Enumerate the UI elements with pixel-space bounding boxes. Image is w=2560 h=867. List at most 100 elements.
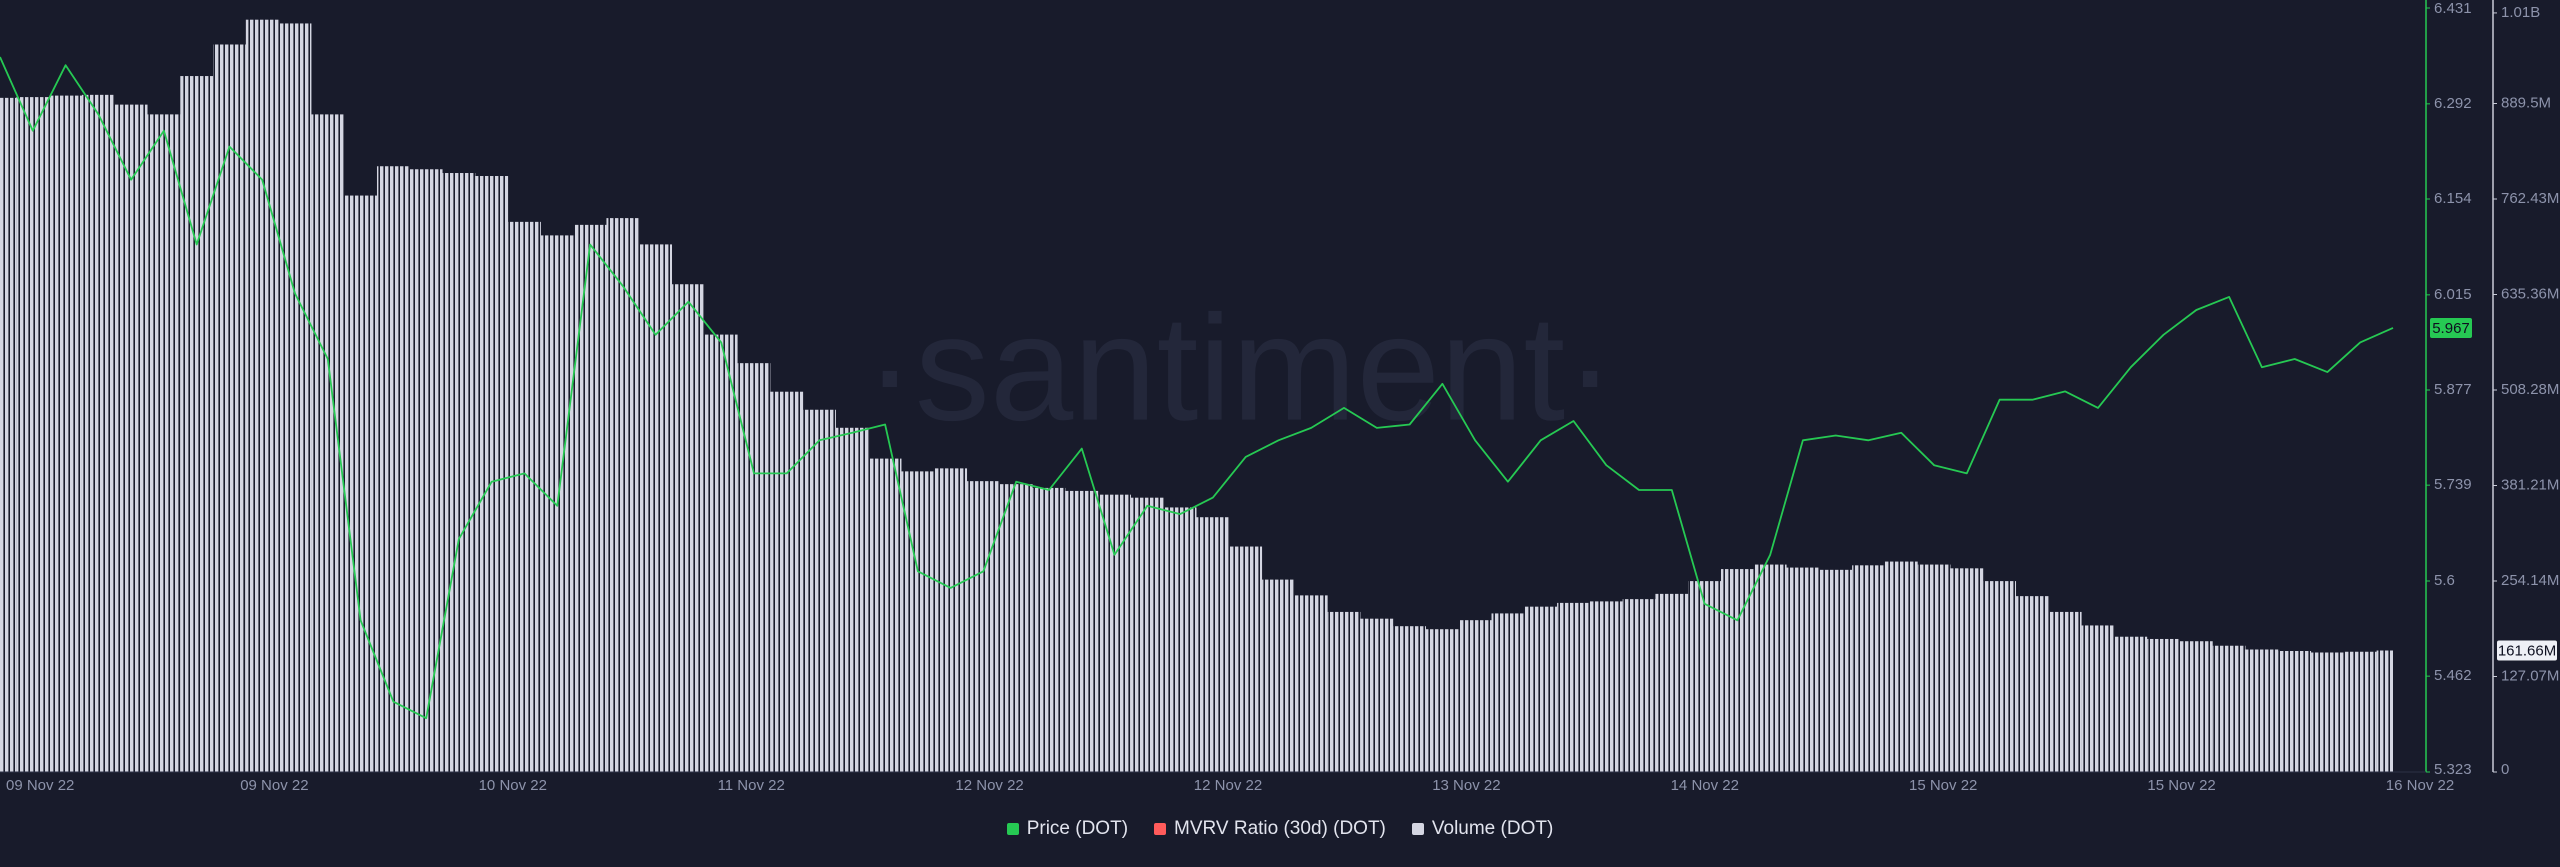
volume-bar — [803, 409, 836, 772]
volume-badge — [2497, 640, 2557, 661]
volume-bar — [2311, 652, 2344, 772]
x-tick-label: 10 Nov 22 — [479, 777, 547, 794]
volume-bar — [1163, 507, 1197, 772]
y2-tick-label: 1.01B — [2501, 4, 2540, 21]
x-tick-label: 16 Nov 22 — [2386, 777, 2454, 794]
y2-tick-label: 635.36M — [2501, 285, 2559, 302]
volume-bar — [934, 468, 968, 772]
y-tick-label: 5.462 — [2434, 667, 2472, 684]
volume-bar — [442, 173, 476, 773]
legend-label: Volume (DOT) — [1431, 818, 1554, 839]
volume-bar — [1753, 564, 1787, 772]
volume-bar — [1884, 561, 1918, 772]
volume-bar — [1622, 599, 1656, 772]
volume-bar — [1229, 546, 1263, 772]
volume-bar — [114, 104, 148, 772]
volume-bar — [1032, 487, 1066, 772]
x-tick-label: 13 Nov 22 — [1432, 777, 1500, 794]
volume-bar — [2278, 650, 2312, 772]
x-tick-label: 15 Nov 22 — [2147, 777, 2215, 794]
volume-bar — [999, 484, 1033, 772]
volume-bar — [2114, 636, 2148, 772]
y-tick-label: 5.877 — [2434, 381, 2472, 398]
legend: Price (DOT) MVRV Ratio (30d) (DOT) Volume … — [0, 818, 2560, 840]
legend-item[interactable]: MVRV Ratio (30d) (DOT) — [1154, 818, 1386, 840]
x-tick-label: 12 Nov 22 — [955, 777, 1023, 794]
volume-bar — [1327, 611, 1361, 772]
y2-tick-label: 127.07M — [2501, 667, 2559, 684]
volume-bar — [1557, 602, 1590, 772]
volume-bar — [508, 221, 541, 772]
volume-bar — [704, 334, 738, 772]
volume-bar — [1393, 626, 1426, 772]
volume-bar — [1950, 568, 1984, 772]
x-tick-label: 12 Nov 22 — [1194, 777, 1262, 794]
volume-bar — [967, 481, 1000, 772]
y2-tick-label: 381.21M — [2501, 476, 2559, 493]
volume-bar — [2376, 650, 2393, 772]
volume-bar — [2245, 649, 2279, 772]
volume-bar — [1098, 494, 1131, 772]
volume-bar — [475, 176, 509, 773]
volume-bar — [2147, 638, 2180, 772]
volume-bar — [1294, 595, 1328, 772]
volume-bar — [147, 114, 181, 773]
y-tick-label: 6.292 — [2434, 95, 2472, 112]
volume-bar — [1065, 490, 1099, 772]
legend-swatch — [1154, 823, 1167, 835]
volume-bar — [770, 391, 804, 772]
x-tick-label: 15 Nov 22 — [1909, 777, 1977, 794]
volume-bar — [0, 97, 17, 772]
y2-tick-label: 889.5M — [2501, 94, 2551, 111]
y2-tick-label: 762.43M — [2501, 190, 2559, 207]
legend-item[interactable]: Volume (DOT) — [1411, 818, 1554, 840]
volume-bar — [2179, 641, 2213, 772]
volume-bar — [1917, 564, 1951, 772]
volume-bar — [2212, 645, 2246, 772]
volume-bar — [1130, 497, 1164, 772]
volume-bar — [1360, 618, 1394, 772]
legend-item[interactable]: Price (DOT) — [1006, 818, 1128, 840]
volume-bar — [81, 94, 115, 772]
volume-bar — [573, 224, 607, 772]
volume-badge-label: 161.66M — [2498, 642, 2556, 659]
volume-bar — [376, 166, 410, 773]
volume-bar — [2016, 596, 2049, 772]
volume-bar — [1524, 606, 1558, 772]
volume-bar — [2048, 611, 2082, 772]
volume-bar — [1655, 593, 1689, 772]
y-tick-label: 6.015 — [2434, 286, 2472, 303]
volume-bar — [1852, 565, 1885, 772]
volume-bar — [49, 95, 82, 772]
y-tick-label: 5.739 — [2434, 476, 2472, 493]
volume-bar — [278, 23, 312, 772]
y2-tick-label: 254.14M — [2501, 572, 2559, 589]
volume-bar — [1491, 613, 1525, 772]
x-tick-label: 11 Nov 22 — [718, 777, 785, 794]
y-tick-label: 6.431 — [2434, 0, 2472, 17]
y-tick-label: 5.323 — [2434, 761, 2472, 778]
legend-swatch — [1006, 823, 1019, 835]
volume-bar — [409, 169, 443, 772]
price-badge — [2430, 317, 2472, 338]
y2-tick-label: 0 — [2501, 761, 2509, 778]
volume-bar — [639, 244, 673, 772]
volume-bar — [1819, 569, 1853, 772]
volume-bar — [868, 458, 902, 772]
watermark: ·santiment· — [865, 284, 1615, 452]
y-tick-label: 5.6 — [2434, 572, 2455, 589]
volume-bar — [16, 97, 50, 773]
legend-swatch — [1411, 823, 1424, 835]
price-line — [0, 56, 2394, 720]
volume-bar — [213, 44, 246, 772]
volume-bar — [835, 427, 869, 772]
volume-bar — [1589, 601, 1623, 772]
price-badge-label: 5.967 — [2432, 320, 2470, 337]
volume-bar — [606, 218, 640, 773]
volume-bar — [1262, 579, 1295, 772]
y-tick-label: 6.154 — [2434, 190, 2472, 207]
volume-bar — [180, 76, 214, 773]
volume-bar — [1786, 567, 1820, 772]
volume-bar — [245, 19, 279, 772]
y2-tick-label: 508.28M — [2501, 381, 2559, 398]
